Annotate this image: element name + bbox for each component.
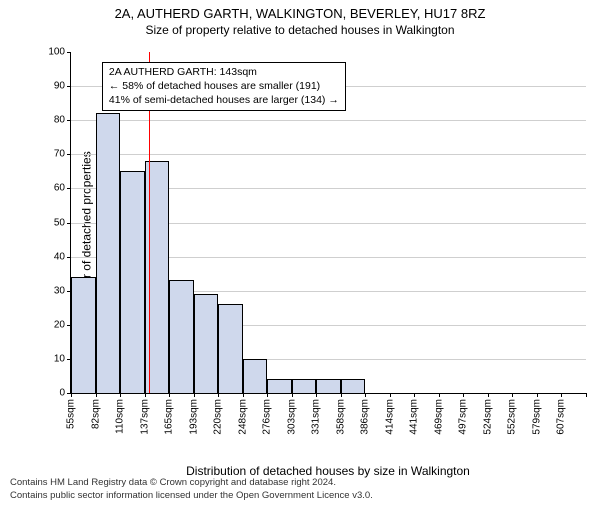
xtick-mark	[96, 393, 97, 397]
ytick-label: 70	[54, 149, 65, 160]
ytick-mark	[67, 188, 71, 189]
xtick-label: 552sqm	[507, 399, 518, 435]
xtick-mark	[512, 393, 513, 397]
xtick-mark	[463, 393, 464, 397]
xtick-mark	[414, 393, 415, 397]
xtick-label: 220sqm	[213, 399, 224, 435]
bar	[341, 379, 366, 393]
ytick-mark	[67, 120, 71, 121]
bar	[218, 304, 243, 393]
ytick-label: 80	[54, 115, 65, 126]
xtick-mark	[561, 393, 562, 397]
annotation-line: 2A AUTHERD GARTH: 143sqm	[109, 66, 339, 80]
histogram-chart: Number of detached properties 0102030405…	[48, 52, 586, 416]
xtick-mark	[218, 393, 219, 397]
xtick-mark	[316, 393, 317, 397]
footer-line-2: Contains public sector information licen…	[10, 490, 373, 502]
plot-area: 010203040506070809010055sqm82sqm110sqm13…	[70, 52, 586, 394]
footer: Contains HM Land Registry data © Crown c…	[10, 477, 373, 502]
xtick-mark	[169, 393, 170, 397]
ytick-mark	[67, 257, 71, 258]
xtick-mark	[71, 393, 72, 397]
xtick-mark	[292, 393, 293, 397]
bar	[145, 161, 170, 393]
xtick-label: 414sqm	[384, 399, 395, 435]
x-axis-label: Distribution of detached houses by size …	[70, 464, 586, 478]
xtick-label: 110sqm	[115, 399, 126, 434]
annotation-box: 2A AUTHERD GARTH: 143sqm← 58% of detache…	[102, 62, 346, 111]
xtick-label: 248sqm	[237, 399, 248, 435]
ytick-label: 40	[54, 251, 65, 262]
ytick-label: 20	[54, 319, 65, 330]
xtick-label: 579sqm	[531, 399, 542, 435]
xtick-mark	[537, 393, 538, 397]
xtick-label: 193sqm	[188, 399, 199, 435]
bar	[267, 379, 292, 393]
bar	[71, 277, 96, 393]
xtick-label: 331sqm	[311, 399, 322, 435]
xtick-mark	[194, 393, 195, 397]
gridline	[71, 120, 586, 121]
xtick-mark	[341, 393, 342, 397]
ytick-label: 50	[54, 217, 65, 228]
ytick-mark	[67, 86, 71, 87]
xtick-label: 358sqm	[335, 399, 346, 435]
bar	[169, 280, 194, 393]
xtick-label: 607sqm	[556, 399, 567, 435]
xtick-mark	[586, 393, 587, 397]
xtick-label: 469sqm	[433, 399, 444, 435]
ytick-label: 100	[48, 47, 65, 58]
xtick-label: 524sqm	[482, 399, 493, 435]
page-title: 2A, AUTHERD GARTH, WALKINGTON, BEVERLEY,…	[0, 6, 600, 21]
bar	[292, 379, 317, 393]
bar	[96, 113, 121, 393]
ytick-mark	[67, 223, 71, 224]
annotation-line: 41% of semi-detached houses are larger (…	[109, 94, 339, 108]
ytick-mark	[67, 52, 71, 53]
ytick-label: 60	[54, 183, 65, 194]
ytick-label: 30	[54, 285, 65, 296]
bar	[194, 294, 219, 393]
ytick-label: 90	[54, 81, 65, 92]
xtick-mark	[488, 393, 489, 397]
gridline	[71, 154, 586, 155]
xtick-label: 497sqm	[458, 399, 469, 435]
ytick-label: 10	[54, 353, 65, 364]
xtick-mark	[120, 393, 121, 397]
xtick-label: 441sqm	[409, 399, 420, 435]
xtick-label: 303sqm	[286, 399, 297, 435]
bar	[120, 171, 145, 393]
xtick-label: 137sqm	[139, 399, 150, 435]
page-subtitle: Size of property relative to detached ho…	[0, 23, 600, 37]
xtick-mark	[267, 393, 268, 397]
xtick-label: 386sqm	[360, 399, 371, 435]
xtick-label: 165sqm	[164, 399, 175, 435]
xtick-mark	[243, 393, 244, 397]
bar	[243, 359, 268, 393]
xtick-label: 276sqm	[262, 399, 273, 435]
bar	[316, 379, 341, 393]
xtick-mark	[145, 393, 146, 397]
ytick-label: 0	[59, 388, 65, 399]
xtick-label: 82sqm	[90, 399, 101, 429]
xtick-mark	[390, 393, 391, 397]
footer-line-1: Contains HM Land Registry data © Crown c…	[10, 477, 373, 489]
xtick-label: 55sqm	[66, 399, 77, 429]
ytick-mark	[67, 154, 71, 155]
annotation-line: ← 58% of detached houses are smaller (19…	[109, 80, 339, 94]
xtick-mark	[365, 393, 366, 397]
xtick-mark	[439, 393, 440, 397]
